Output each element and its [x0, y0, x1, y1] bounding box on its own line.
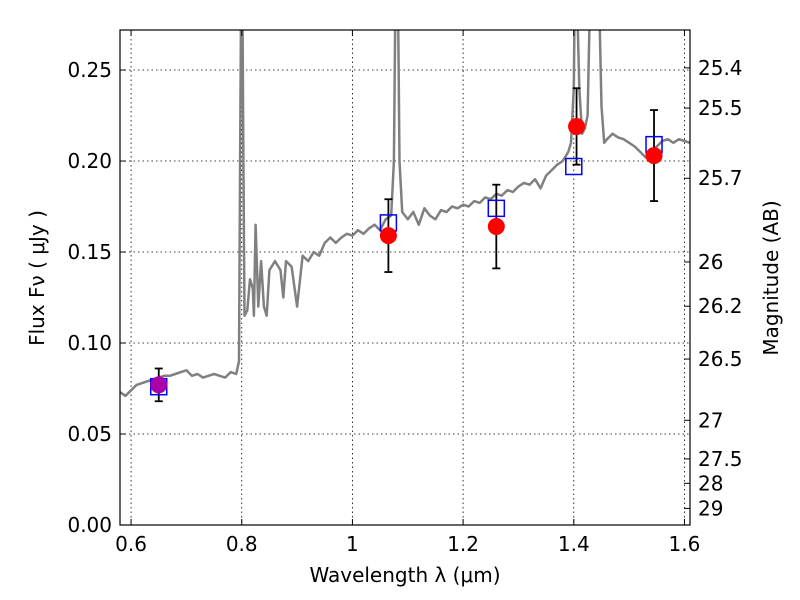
- y-tick-label: 0.15: [67, 240, 112, 264]
- x-tick-label: 1.6: [669, 532, 701, 556]
- mag-tick-label: 25.4: [698, 56, 743, 80]
- mag-tick-label: 27: [698, 408, 723, 432]
- observed-point-marker: [568, 117, 586, 135]
- y-tick-label: 0.25: [67, 58, 112, 82]
- model-square-marker: [487, 199, 506, 218]
- x-tick-label: 1.4: [558, 532, 590, 556]
- spectrum-layer: [120, 30, 690, 398]
- y-tick-label: 0.10: [67, 331, 112, 355]
- observed-point-marker: [379, 227, 397, 245]
- mag-tick-label: 28: [698, 471, 723, 495]
- x-tick-label: 0.8: [226, 532, 258, 556]
- ticks-layer: 0.6 0.8 1 1.2 1.4 1.6 0.00 0.05 0.10 0.15 0.20 0.25…: [67, 30, 743, 556]
- x-tick-label: 1.2: [447, 532, 479, 556]
- spectrum-line: [120, 30, 690, 398]
- mag-tick-label: 26.2: [698, 294, 743, 318]
- y-axis-right-label: Magnitude (AB): [759, 200, 783, 355]
- observed-point-marker: [150, 376, 168, 394]
- y-tick-label: 0.20: [67, 149, 112, 173]
- mag-tick-label: 26.5: [698, 347, 743, 371]
- mag-tick-label: 25.7: [698, 166, 743, 190]
- x-tick-label: 0.6: [115, 532, 147, 556]
- observed-point-marker: [487, 218, 505, 236]
- mag-tick-label: 29: [698, 496, 723, 520]
- mag-tick-label: 26: [698, 250, 723, 274]
- plot-frame: [119, 29, 691, 526]
- points-layer: [149, 87, 663, 403]
- mag-tick-label: 25.5: [698, 96, 743, 120]
- x-axis-label: Wavelength λ (μm): [309, 563, 500, 587]
- y-axis-label: Flux Fν ( μJy ): [25, 210, 49, 346]
- y-tick-label: 0.05: [67, 422, 112, 446]
- y-tick-label: 0.00: [67, 513, 112, 537]
- observed-point-marker: [645, 147, 663, 165]
- x-tick-label: 1: [346, 532, 359, 556]
- grid-layer: [120, 30, 690, 526]
- mag-tick-label: 27.5: [698, 447, 743, 471]
- model-square-marker: [565, 157, 583, 176]
